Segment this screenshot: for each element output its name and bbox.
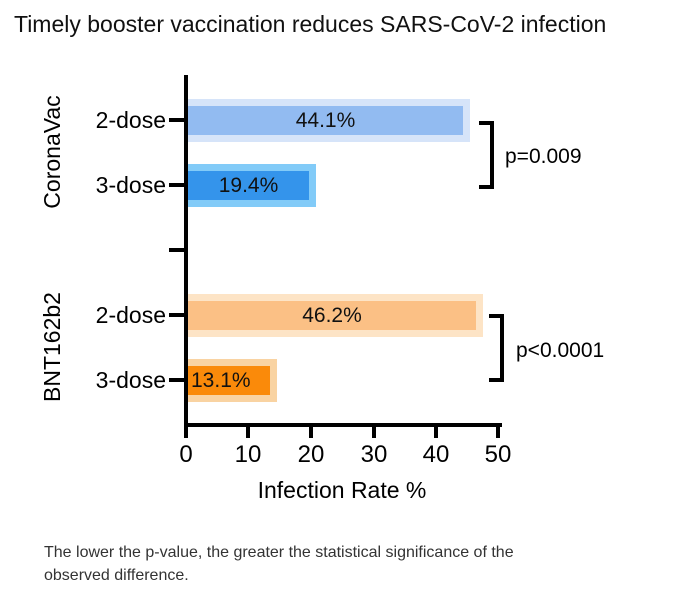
cat-label-bnt162b2-3dose: 3-dose [95,367,166,393]
p-value-bnt162b2: p<0.0001 [516,339,605,362]
footnote-line-2: observed difference. [44,567,189,584]
bar-bnt162b2-2dose: 46.2% [188,294,483,337]
x-axis-title: Infection Rate % [257,477,427,503]
x-tick [309,427,313,438]
y-tick [169,248,184,252]
cat-label-bnt162b2-2dose: 2-dose [95,302,166,328]
y-tick [169,313,184,317]
bar-bnt162b2-3dose: 13.1% [188,359,277,402]
x-tick [496,427,500,438]
x-tick [434,427,438,438]
y-axis-line [184,75,188,427]
chart-title: Timely booster vaccination reduces SARS-… [14,11,607,37]
group-label-coronavac: CoronaVac [39,95,65,209]
x-axis-line [184,423,502,427]
x-tick-label: 50 [484,441,512,468]
x-tick-label: 30 [360,441,388,468]
cat-label-coronavac-2dose: 2-dose [95,107,166,133]
bar-value-label: 13.1% [191,368,251,392]
y-tick [169,183,184,187]
footnote: The lower the p-value, the greater the s… [44,541,514,587]
bar-value-label: 19.4% [218,173,279,197]
significance-bracket-bnt162b2 [489,314,504,382]
group-label-bnt162b2: BNT162b2 [39,292,65,402]
y-tick [169,378,184,382]
x-tick-label: 10 [234,441,262,468]
bar-value-label: 44.1% [295,108,356,132]
x-tick [184,427,188,438]
x-tick [372,427,376,438]
x-tick-label: 40 [422,441,450,468]
footnote-line-1: The lower the p-value, the greater the s… [44,544,514,561]
x-tick-label: 20 [297,441,325,468]
bar-coronavac-2dose: 44.1% [188,99,470,142]
p-value-coronavac: p=0.009 [505,145,582,168]
significance-bracket-coronavac [479,121,494,189]
x-tick [246,427,250,438]
y-tick [169,118,184,122]
bar-coronavac-3dose: 19.4% [188,164,316,207]
bar-value-label: 46.2% [302,303,362,327]
cat-label-coronavac-3dose: 3-dose [95,172,166,198]
x-tick-label: 0 [179,441,193,468]
